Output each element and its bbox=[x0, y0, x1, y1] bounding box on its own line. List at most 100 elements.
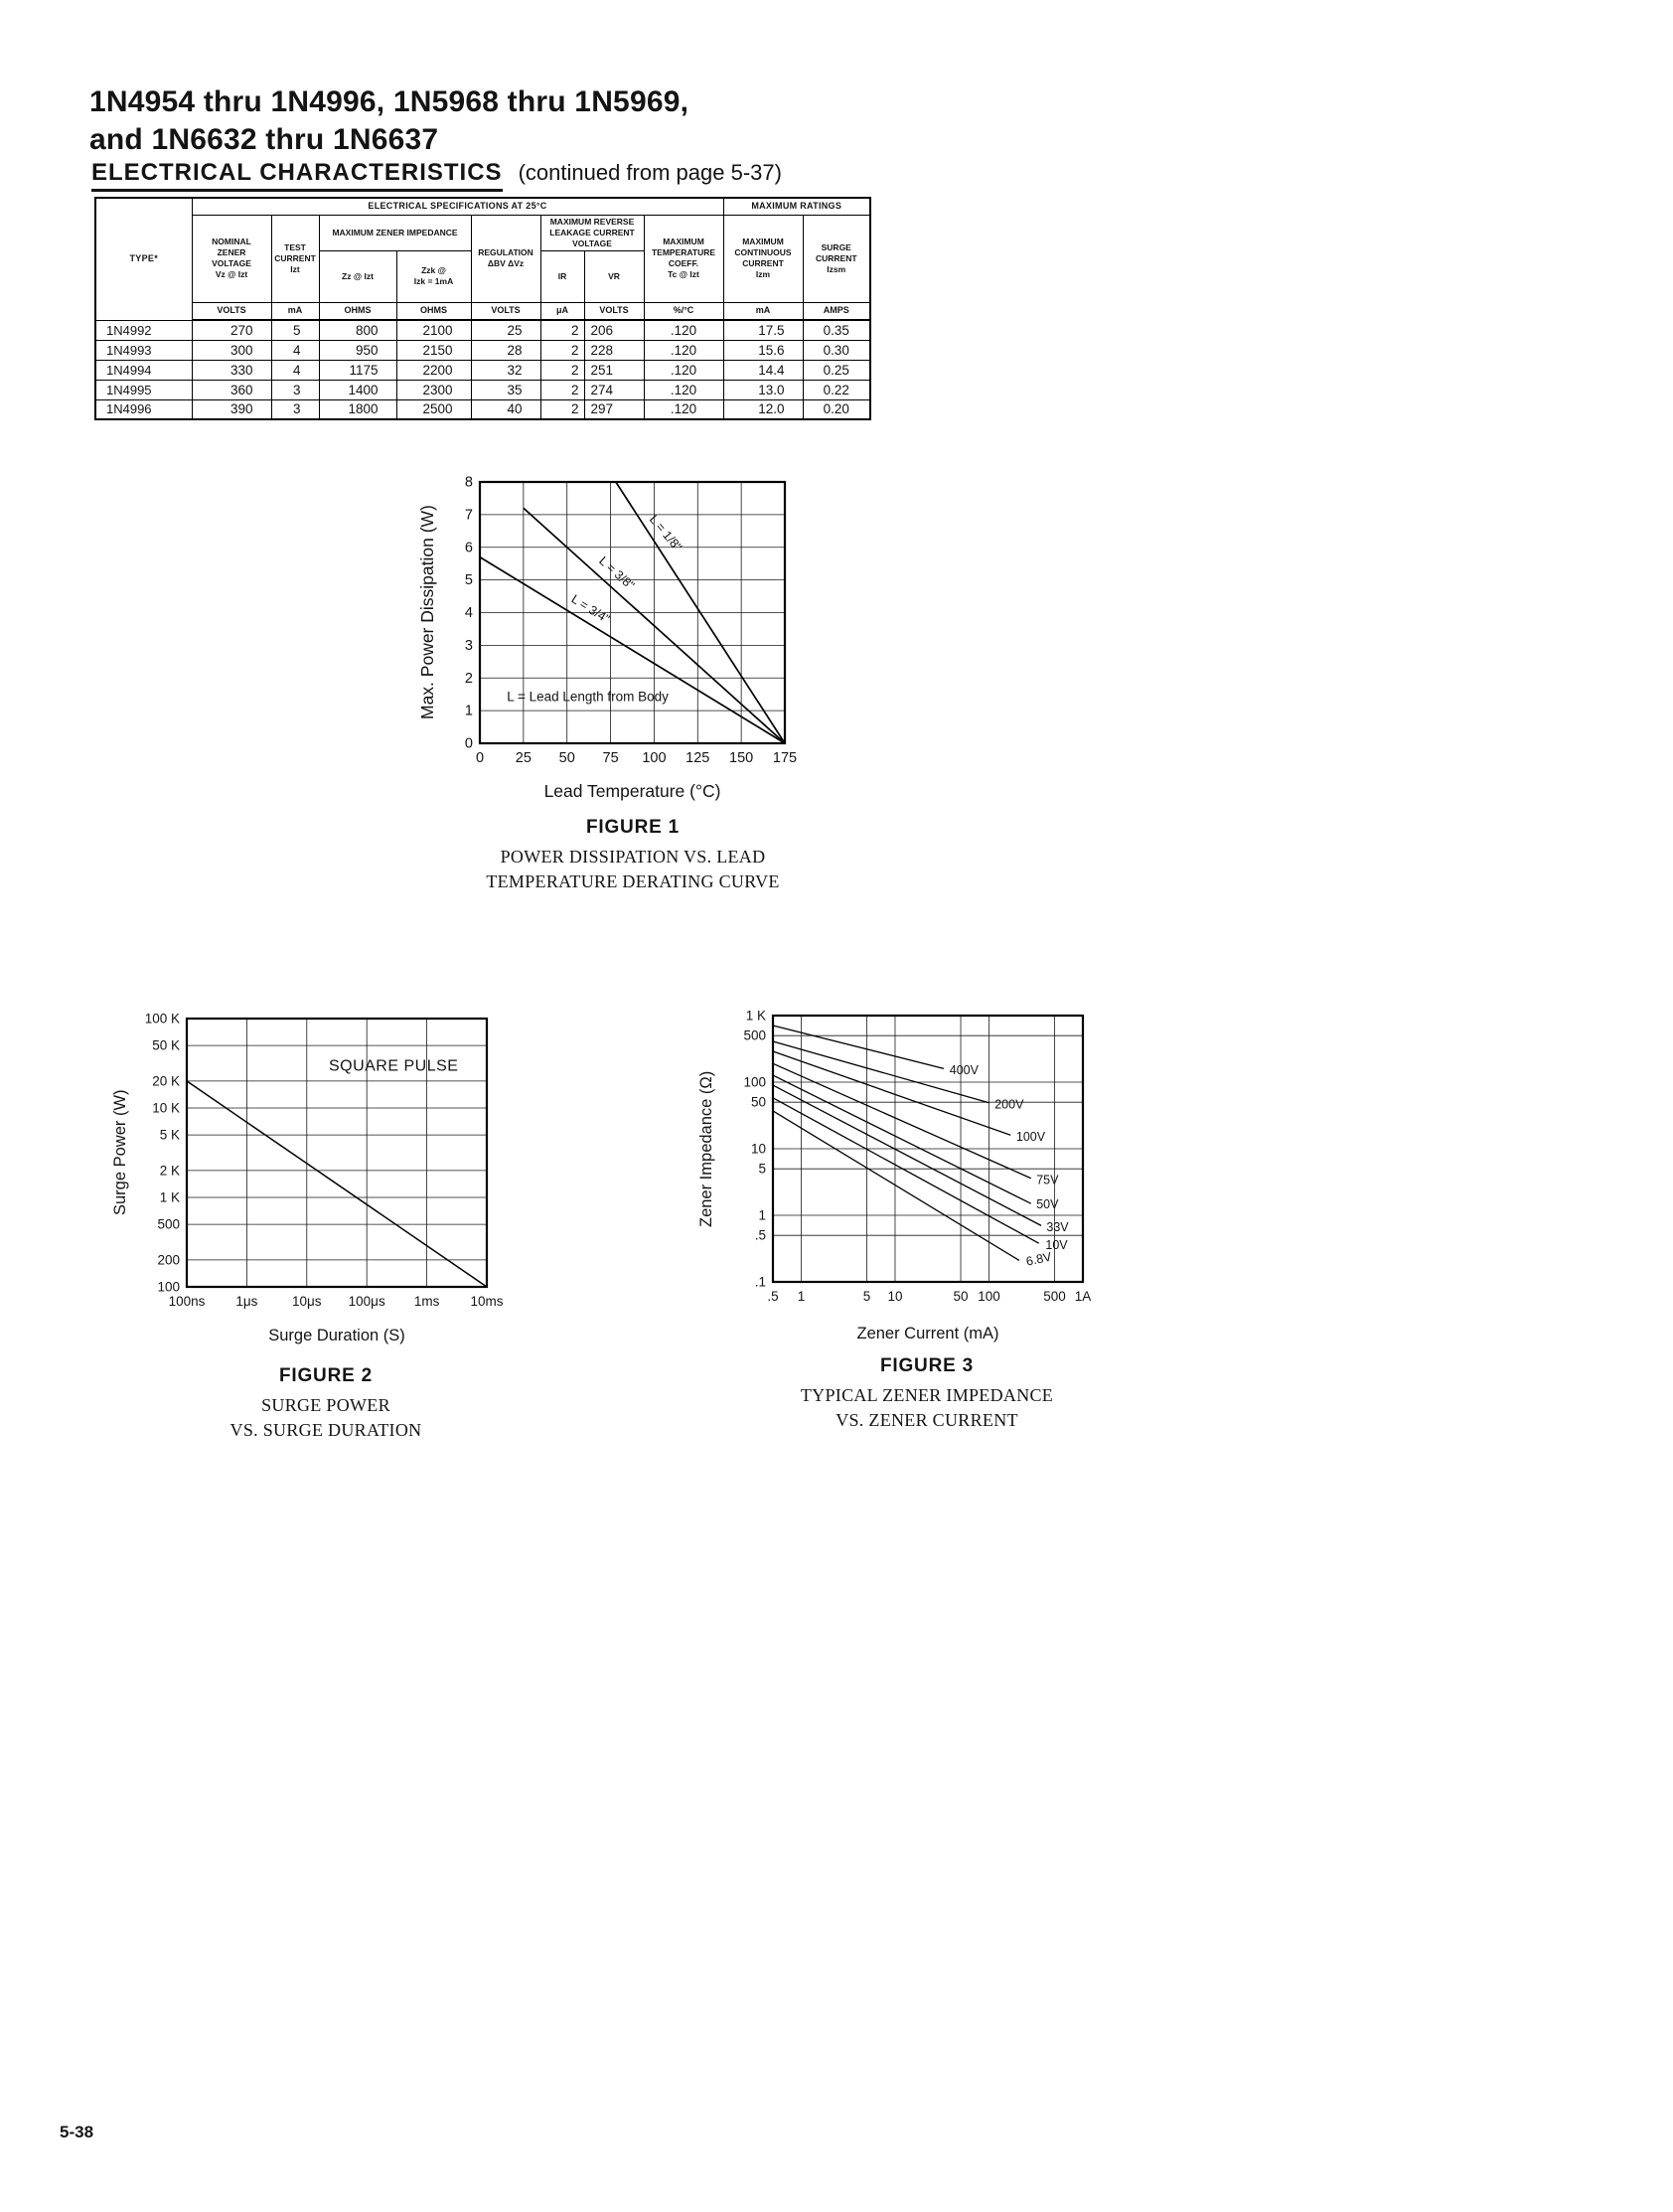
table-cell: 0.30 bbox=[802, 339, 871, 361]
col-header-max-continuous-current: MAXIMUM CONTINUOUS CURRENT Izm bbox=[722, 214, 804, 303]
col-header-nominal-voltage: NOMINAL ZENER VOLTAGE Vz @ Izt bbox=[191, 214, 272, 303]
table-cell: 3 bbox=[270, 379, 320, 400]
table-row: 1N4994 330 4 1175 2200 32 2 251.120 14.4 0.25 bbox=[94, 359, 871, 381]
y-tick-label: 5 K bbox=[160, 1128, 180, 1143]
series-label: L = 3/4" bbox=[569, 592, 613, 626]
annotation: L = Lead Length from Body bbox=[507, 689, 669, 704]
series-label: 33V bbox=[1046, 1220, 1069, 1234]
data-line bbox=[615, 481, 786, 744]
spec-table-body: 1N4992 270 5 800 2100 25 2 206.120 17.5 0.35 1N499… bbox=[94, 319, 871, 420]
y-tick-label: .5 bbox=[755, 1228, 766, 1243]
x-tick-label: 10 bbox=[887, 1289, 902, 1304]
data-line bbox=[772, 1110, 1020, 1261]
y-tick-label: 5 bbox=[758, 1162, 766, 1177]
group-header-max-zener-impedance: MAXIMUM ZENER IMPEDANCE bbox=[318, 214, 472, 251]
y-tick-label: 1 K bbox=[746, 1009, 766, 1024]
x-tick-label: 100ns bbox=[169, 1294, 206, 1309]
table-cell: 12.0 bbox=[722, 398, 804, 420]
plot-border bbox=[478, 480, 787, 745]
table-cell: 40 bbox=[470, 398, 541, 420]
plot-border bbox=[771, 1014, 1085, 1284]
table-cell: 3 bbox=[270, 398, 320, 420]
y-tick-label: 2 bbox=[465, 671, 473, 687]
table-cell: 2 bbox=[539, 339, 585, 361]
table-cell: 1175 bbox=[318, 359, 397, 381]
unit-label: VOLTS bbox=[583, 301, 645, 322]
y-tick-label: 100 bbox=[743, 1075, 766, 1090]
table-cell: 228 bbox=[583, 339, 645, 361]
series-label: 200V bbox=[994, 1098, 1024, 1112]
x-tick-label: 100 bbox=[642, 750, 666, 766]
plot-border bbox=[185, 1017, 489, 1289]
table-cell: 28 bbox=[470, 339, 541, 361]
table-cell: 0.22 bbox=[802, 379, 871, 400]
col-header-zz: Zz @ Izt bbox=[318, 249, 397, 303]
electrical-spec-table: TYPE* ELECTRICAL SPECIFICATIONS AT 25°C … bbox=[94, 197, 871, 421]
series-label: 400V bbox=[950, 1063, 980, 1077]
col-header-test-current: TEST CURRENT Izt bbox=[270, 214, 320, 303]
data-line bbox=[772, 1074, 1032, 1204]
series-label: 50V bbox=[1036, 1197, 1059, 1211]
x-tick-label: 0 bbox=[476, 750, 484, 766]
table-cell: 25 bbox=[470, 319, 541, 341]
table-cell: 1N4996 bbox=[94, 398, 193, 420]
y-tick-label: 6 bbox=[465, 540, 473, 555]
table-cell: 800 bbox=[318, 319, 397, 341]
y-tick-label: 500 bbox=[157, 1217, 180, 1232]
col-header-regulation: REGULATION ΔBV ΔVz bbox=[470, 214, 541, 303]
table-cell: 14.4 bbox=[722, 359, 804, 381]
table-cell: 2300 bbox=[395, 379, 472, 400]
table-cell: 330 bbox=[191, 359, 272, 381]
page-title-line1: 1N4954 thru 1N4996, 1N5968 thru 1N5969, bbox=[89, 85, 689, 118]
table-cell: 32 bbox=[470, 359, 541, 381]
y-tick-label: .1 bbox=[755, 1275, 766, 1290]
y-tick-label: 10 bbox=[751, 1142, 766, 1157]
section-heading-row: ELECTRICAL CHARACTERISTICS (continued fr… bbox=[91, 159, 782, 192]
table-cell: .120 bbox=[643, 359, 724, 381]
y-tick-label: 4 bbox=[465, 605, 473, 621]
col-header-vr: VR bbox=[583, 249, 645, 303]
table-cell: 274 bbox=[583, 379, 645, 400]
figure3-title: FIGURE 3 bbox=[879, 1355, 975, 1376]
figure3-y-axis-label: Zener Impedance (Ω) bbox=[697, 1070, 715, 1227]
y-tick-label: 5 bbox=[465, 572, 473, 588]
figure1-caption-line2: TEMPERATURE DERATING CURVE bbox=[486, 871, 780, 891]
y-tick-label: 1 bbox=[758, 1208, 766, 1223]
table-cell: 1N4993 bbox=[94, 339, 193, 361]
table-cell: .120 bbox=[643, 339, 724, 361]
table-cell: 251 bbox=[583, 359, 645, 381]
figure3-caption-line1: TYPICAL ZENER IMPEDANCE bbox=[800, 1385, 1054, 1405]
table-cell: 0.20 bbox=[802, 398, 871, 420]
table-cell: 4 bbox=[270, 339, 320, 361]
x-tick-label: 10ms bbox=[470, 1294, 503, 1309]
table-cell: 1400 bbox=[318, 379, 397, 400]
y-tick-label: 1 K bbox=[160, 1190, 180, 1205]
y-tick-label: 0 bbox=[465, 736, 473, 752]
figure1-plot: L = 1/8"L = 3/8"L = 3/4"L = Lead Length … bbox=[465, 475, 797, 767]
figure2-caption: FIGURE 2 SURGE POWER VS. SURGE DURATION bbox=[172, 1365, 480, 1443]
col-header-surge-current: SURGE CURRENT Izsm bbox=[802, 214, 871, 303]
figure1-caption-line1: POWER DISSIPATION VS. LEAD bbox=[500, 847, 766, 867]
table-cell: 270 bbox=[191, 319, 272, 341]
series-label: 6.8V bbox=[1025, 1250, 1054, 1269]
table-row: 1N4993 300 4 950 2150 28 2 228.120 15.6 0.30 bbox=[94, 339, 871, 361]
x-tick-label: 10μs bbox=[292, 1294, 322, 1309]
unit-label: mA bbox=[722, 301, 804, 322]
x-tick-label: 125 bbox=[685, 750, 709, 766]
page-number: 5-38 bbox=[60, 2123, 94, 2141]
col-header-ir: IR bbox=[539, 249, 585, 303]
table-cell: 950 bbox=[318, 339, 397, 361]
table-cell: 2200 bbox=[395, 359, 472, 381]
figure3-caption: FIGURE 3 TYPICAL ZENER IMPEDANCE VS. ZEN… bbox=[753, 1355, 1101, 1433]
table-cell: 2 bbox=[539, 359, 585, 381]
data-line bbox=[523, 507, 786, 744]
table-cell: 1N4992 bbox=[94, 319, 193, 341]
x-tick-label: 175 bbox=[773, 750, 797, 766]
x-tick-label: 1 bbox=[798, 1289, 806, 1304]
figure2-title: FIGURE 2 bbox=[278, 1365, 374, 1386]
y-tick-label: 100 bbox=[157, 1280, 180, 1295]
y-tick-label: 1 bbox=[465, 704, 473, 719]
data-line bbox=[772, 1025, 945, 1069]
table-cell: .120 bbox=[643, 379, 724, 400]
